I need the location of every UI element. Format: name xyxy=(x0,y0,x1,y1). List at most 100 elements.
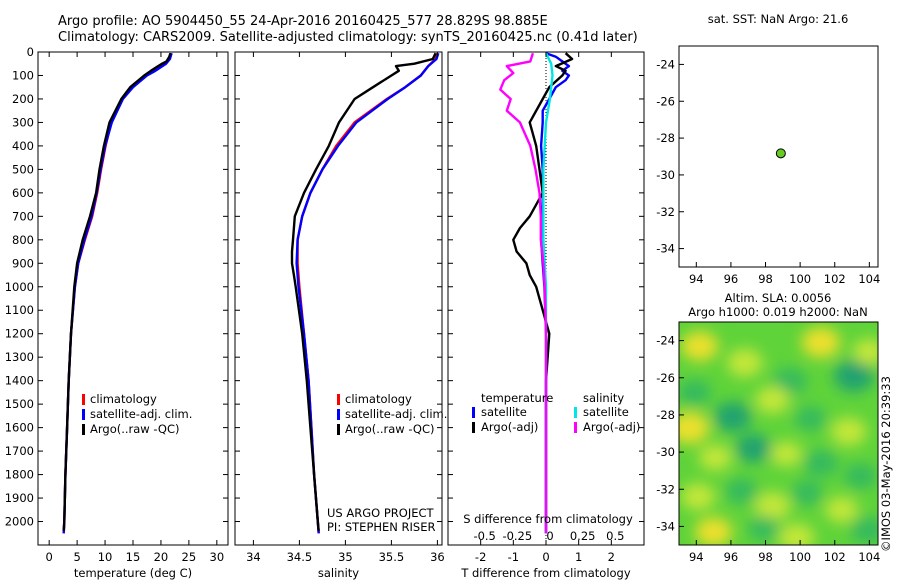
sla-anomaly-cell xyxy=(844,463,878,490)
difference-s-tick-label: 0 xyxy=(546,529,553,543)
position-map-x-tick-label: 94 xyxy=(689,272,704,286)
sla-anomaly-cell xyxy=(791,480,823,506)
salinity-x-tick-label: 34 xyxy=(246,550,261,564)
position-map-frame xyxy=(678,45,879,268)
position-map-x-tick-label: 98 xyxy=(758,272,773,286)
temperature-legend-swatch xyxy=(82,409,85,420)
difference-legend-label: satellite xyxy=(481,405,527,419)
temperature-x-tick-label: 25 xyxy=(182,550,197,564)
sla-anomaly-cell xyxy=(830,417,867,446)
sla-anomaly-cell xyxy=(778,523,815,545)
sla-map-title-line1: Altim. SLA: 0.0056 xyxy=(725,291,832,305)
temperature-legend-label: climatology xyxy=(90,392,157,406)
difference-legend-swatch xyxy=(472,422,475,433)
depth-tick-label: 2000 xyxy=(5,515,34,529)
depth-tick-label: 1100 xyxy=(5,303,34,317)
difference-s-axis-label: S difference from climatology xyxy=(463,512,633,526)
difference-legend-swatch xyxy=(472,407,475,418)
salinity-plot-frame xyxy=(234,51,443,546)
depth-tick-label: 1800 xyxy=(5,468,34,482)
depth-tick-label: 1400 xyxy=(5,374,34,388)
salinity-axis-label: salinity xyxy=(318,566,359,580)
difference-x-tick-label: 0 xyxy=(542,550,549,564)
sla-anomaly-cell xyxy=(698,444,732,471)
depth-tick-label: 1000 xyxy=(5,280,34,294)
depth-tick-label: 1200 xyxy=(5,327,34,341)
salinity-line-2 xyxy=(295,52,440,534)
difference-t-axis-label: T difference from climatology xyxy=(460,566,631,580)
sla-map-x-tick-label: 104 xyxy=(858,550,880,564)
difference-s-tick-label: 0.25 xyxy=(570,529,596,543)
depth-tick-label: 200 xyxy=(12,92,34,106)
position-map-y-tick-label: -24 xyxy=(656,57,675,71)
depth-tick-label: 900 xyxy=(12,256,34,270)
depth-tick-label: 0 xyxy=(27,45,34,59)
sla-anomaly-cell xyxy=(679,379,712,406)
sla-anomaly-cell xyxy=(850,516,878,544)
sla-map-y-tick-label: -30 xyxy=(656,445,675,459)
position-map-y-tick-label: -30 xyxy=(656,168,675,182)
temperature-legend-label: satellite-adj. clim. xyxy=(90,407,192,421)
figure-title-line2: Climatology: CARS2009. Satellite-adjuste… xyxy=(58,30,638,45)
salinity-line-1 xyxy=(296,52,439,534)
sla-map-field xyxy=(679,327,878,545)
sla-anomaly-cell xyxy=(852,338,878,365)
sla-map-x-tick-label: 98 xyxy=(758,550,773,564)
sla-map-y-tick-label: -32 xyxy=(656,482,675,496)
temperature-x-tick-label: 0 xyxy=(46,550,53,564)
salinity-annotation-pi: PI: STEPHEN RISER xyxy=(327,520,436,534)
sla-map-x-tick-label: 94 xyxy=(689,550,704,564)
depth-tick-label: 600 xyxy=(12,186,34,200)
temperature-x-tick-label: 15 xyxy=(126,550,141,564)
difference-x-tick-label: -1 xyxy=(508,550,519,564)
depth-tick-label: 700 xyxy=(12,209,34,223)
position-map-y-tick-label: -26 xyxy=(656,94,675,108)
sla-anomaly-cell xyxy=(825,496,859,523)
temperature-axis-label: temperature (deg C) xyxy=(74,566,192,580)
difference-legend-salinity-title: salinity xyxy=(583,391,624,405)
sla-anomaly-cell xyxy=(726,348,763,378)
difference-legend-temperature-title: temperature xyxy=(481,391,553,405)
sla-anomaly-cell xyxy=(681,331,719,361)
sla-anomaly-cell xyxy=(801,327,841,358)
position-map-x-tick-label: 102 xyxy=(824,272,846,286)
sla-map-frame xyxy=(678,321,879,546)
difference-legend-swatch xyxy=(574,422,577,433)
sla-map-y-tick-label: -24 xyxy=(656,334,675,348)
position-map-y-tick-label: -28 xyxy=(656,131,675,145)
temperature-legend-label: Argo(..raw -QC) xyxy=(90,422,180,436)
sla-map-y-tick-label: -26 xyxy=(656,371,675,385)
sla-map-title-line2: Argo h1000: 0.019 h2000: NaN xyxy=(688,305,867,319)
sla-anomaly-cell xyxy=(747,515,780,541)
depth-tick-label: 300 xyxy=(12,115,34,129)
salinity-x-tick-label: 35 xyxy=(338,550,353,564)
sla-anomaly-cell xyxy=(772,367,807,396)
depth-tick-label: 800 xyxy=(12,233,34,247)
salinity-x-tick-label: 35.5 xyxy=(379,550,405,564)
sla-anomaly-cell xyxy=(770,441,803,467)
depth-tick-label: 1700 xyxy=(5,444,34,458)
difference-x-tick-label: 2 xyxy=(608,550,615,564)
depth-tick-label: 100 xyxy=(12,68,34,82)
sla-anomaly-cell xyxy=(695,517,733,545)
profile-location-marker xyxy=(775,148,786,159)
sla-anomaly-cell xyxy=(755,386,790,414)
temperature-x-tick-label: 10 xyxy=(98,550,113,564)
salinity-legend-swatch xyxy=(337,394,340,405)
temperature-line-2 xyxy=(62,52,173,534)
position-map-y-tick-label: -34 xyxy=(656,242,675,256)
salinity-line-3 xyxy=(290,52,437,532)
sla-anomaly-cell xyxy=(724,478,758,505)
difference-legend-swatch xyxy=(574,407,577,418)
difference-legend-label: satellite xyxy=(583,405,629,419)
depth-tick-label: 500 xyxy=(12,162,34,176)
figure-title-line1: Argo profile: AO 5904450_55 24-Apr-2016 … xyxy=(58,14,548,29)
sla-map-x-tick-label: 96 xyxy=(724,550,739,564)
sla-map-x-tick-label: 100 xyxy=(789,550,811,564)
temperature-x-tick-label: 20 xyxy=(154,550,169,564)
salinity-x-tick-label: 36 xyxy=(430,550,445,564)
salinity-legend-label: Argo(..raw -QC) xyxy=(345,422,435,436)
depth-tick-label: 1600 xyxy=(5,421,34,435)
depth-tick-label: 1300 xyxy=(5,350,34,364)
position-map-title: sat. SST: NaN Argo: 21.6 xyxy=(708,12,849,26)
